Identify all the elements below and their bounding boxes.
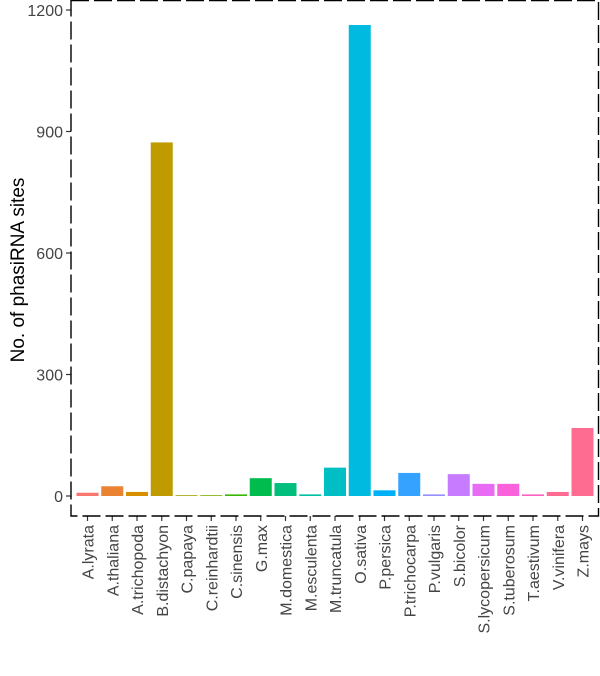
plot-border [70,0,600,517]
x-tick-label: M.truncatula [328,525,345,613]
bar-m-truncatula [324,467,346,496]
x-tick-label: P.vulgaris [427,525,444,593]
bars-group [76,24,594,497]
x-tick-label: C.reinhardtii [204,525,221,611]
bar-o-sativa [348,24,371,497]
x-tick-label: S.lycopersicum [477,525,494,633]
x-tick-label: T.aestivum [526,525,543,601]
bar-t-aestivum [522,494,544,496]
x-tick-label: A.trichopoda [130,525,147,615]
x-tick-label: C.sinensis [229,525,246,599]
bar-p-trichocarpa [398,472,421,496]
bar-s-lycopersicum [472,483,495,496]
bar-z-mays [571,427,594,496]
bar-p-persica [373,490,396,496]
y-tick-label: 600 [36,246,63,263]
x-tick-label: P.trichocarpa [402,525,419,617]
x-tick-label: C.papaya [180,525,197,594]
bar-a-thaliana [101,486,124,496]
bar-s-tuberosum [497,483,520,496]
bar-a-lyrata [76,492,99,496]
bar-g-max [249,478,272,496]
bar-c-papaya [175,495,198,496]
y-tick-label: 1200 [27,3,63,20]
x-tick-label: Z.mays [576,525,593,577]
y-axis-title: No. of phasiRNA sites [8,178,29,363]
x-tick-label: A.thaliana [105,525,122,596]
bar-c-sinensis [225,494,247,496]
x-tick-label: S.bicolor [452,524,469,587]
x-tick-label: M.domestica [279,525,296,616]
bar-m-esculenta [299,494,322,496]
bar-m-domestica [274,483,297,496]
bar-s-bicolor [447,474,470,496]
x-tick-label: V.vinifera [551,525,568,590]
x-tick-label: A.lyrata [81,525,98,579]
x-tick-label: M.esculenta [303,525,320,611]
y-tick-label: 0 [54,489,63,506]
bar-v-vinifera [546,491,569,496]
axes-group: 0 300 600 900 1200 A.lyrata A.thaliana A.tricho… [27,3,592,633]
y-tick-label: 300 [36,368,63,385]
bar-a-trichopoda [126,491,148,496]
x-tick-label: O.sativa [353,525,370,584]
bar-b-distachyon [150,142,173,496]
bar-c-reinhardtii [200,495,223,496]
y-tick-label: 900 [36,125,63,142]
x-tick-label: B.distachyon [155,525,172,617]
x-tick-label: P.persica [378,525,395,590]
bar-p-vulgaris [423,494,445,496]
x-tick-label: G.max [254,525,271,572]
x-tick-label: S.tuberosum [501,525,518,616]
